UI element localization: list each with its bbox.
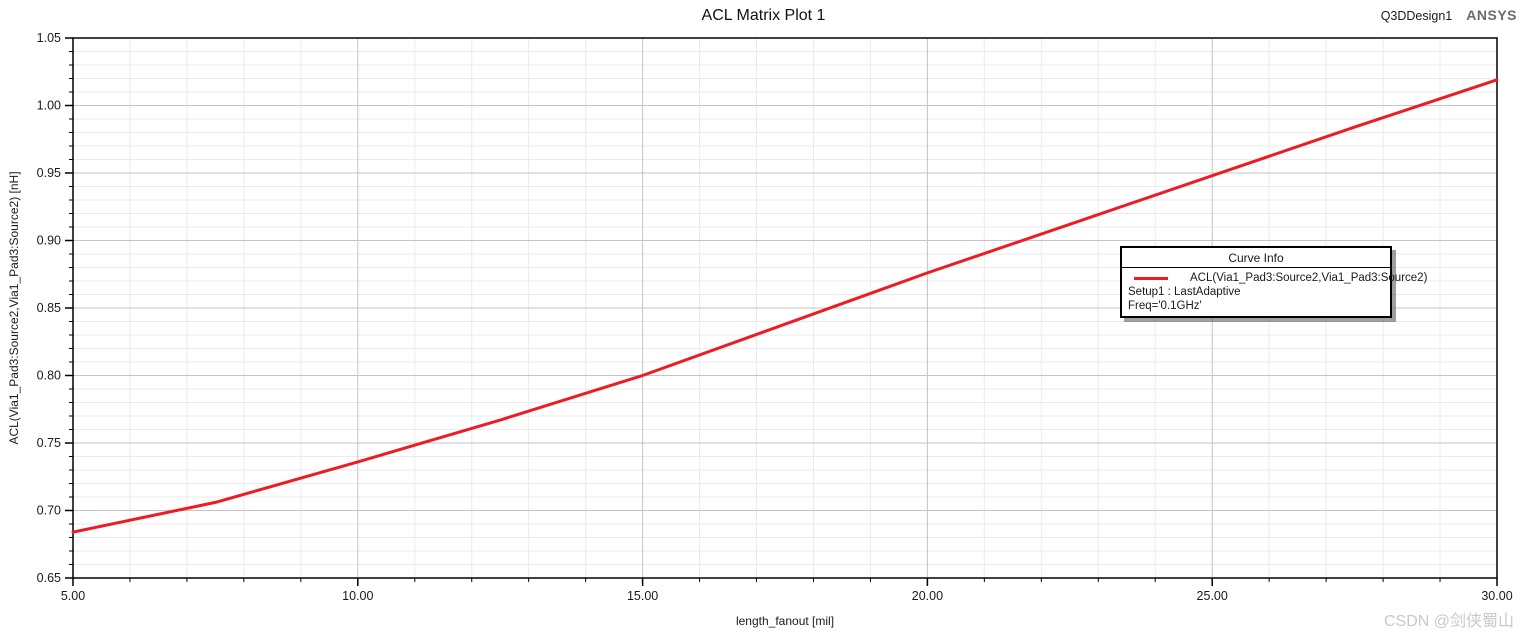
design-name: Q3DDesign1 — [1380, 9, 1453, 23]
x-tick-label: 20.00 — [912, 589, 943, 603]
legend-setup-line: Setup1 : LastAdaptive — [1128, 286, 1241, 298]
y-tick-label: 0.80 — [37, 369, 61, 383]
y-tick-label: 0.75 — [37, 436, 61, 450]
curve-line[interactable] — [71, 78, 1499, 534]
ansys-logo: ANSYS — [1466, 7, 1517, 23]
x-axis-label: length_fanout [mil] — [735, 614, 835, 628]
x-tick-label: 5.00 — [61, 589, 85, 603]
y-tick-label: 0.70 — [37, 504, 61, 518]
y-tick-label: 1.00 — [37, 99, 61, 113]
y-tick-label: 0.90 — [37, 234, 61, 248]
curve-color-swatch — [1134, 276, 1168, 280]
legend-freq-line: Freq='0.1GHz' — [1128, 300, 1202, 312]
legend-title: Curve Info — [1122, 248, 1390, 268]
x-tick-label: 15.00 — [627, 589, 658, 603]
legend-entry-label: ACL(Via1_Pad3:Source2,Via1_Pad3:Source2) — [1190, 272, 1428, 284]
y-tick-label: 0.65 — [37, 571, 61, 585]
watermark: CSDN @剑侠蜀山 — [1383, 613, 1514, 630]
x-tick-label: 25.00 — [1197, 589, 1228, 603]
plot-title: ACL Matrix Plot 1 — [701, 7, 826, 24]
y-tick-label: 0.85 — [37, 301, 61, 315]
x-tick-label: 30.00 — [1481, 589, 1512, 603]
y-tick-label: 1.05 — [37, 31, 61, 45]
y-tick-label: 0.95 — [37, 166, 61, 180]
x-tick-label: 10.00 — [342, 589, 373, 603]
corner-labels: Q3DDesign1 ANSYS — [1381, 7, 1517, 23]
legend-box[interactable]: Curve Info ACL(Via1_Pad3:Source2,Via1_Pa… — [1120, 246, 1427, 318]
legend-entry: ACL(Via1_Pad3:Source2,Via1_Pad3:Source2) — [1122, 268, 1427, 285]
